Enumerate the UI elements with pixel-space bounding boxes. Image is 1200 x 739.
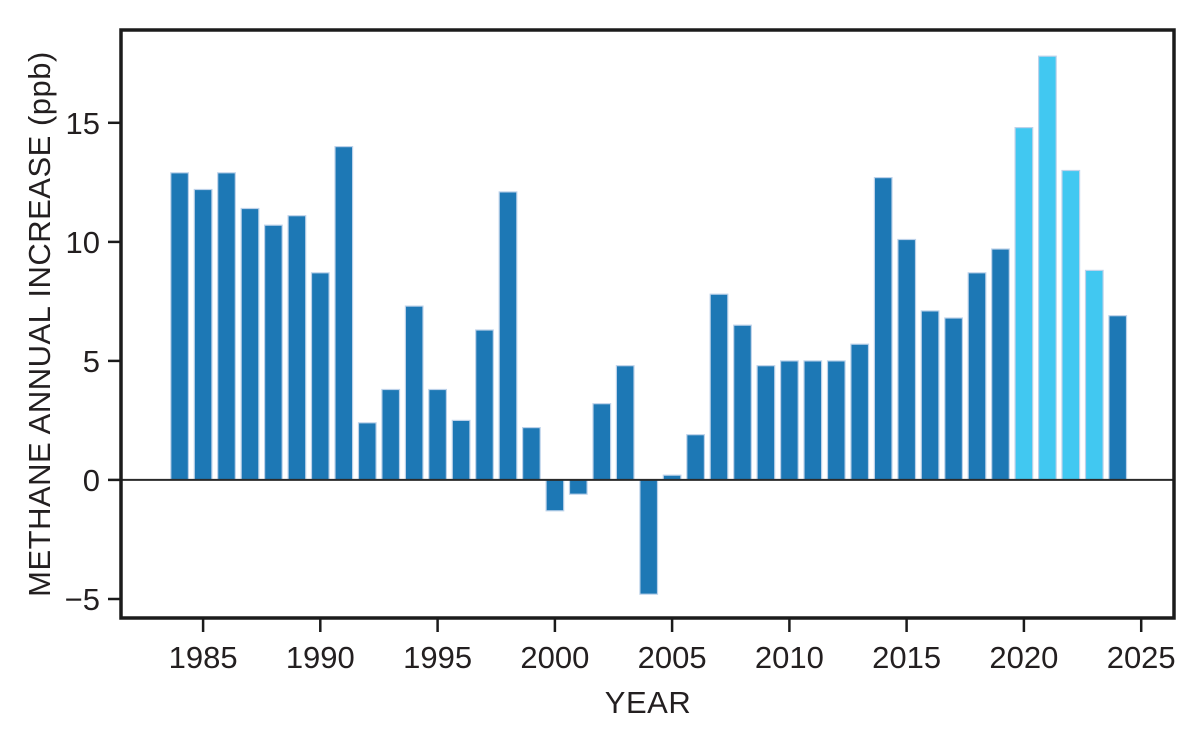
bar-2003 bbox=[615, 365, 635, 481]
y-tick-label-15: 15 bbox=[66, 106, 100, 141]
bar-2019 bbox=[991, 248, 1010, 481]
bar-2012 bbox=[826, 360, 846, 481]
x-tick-label-2010: 2010 bbox=[755, 640, 824, 675]
x-tick-label-1990: 1990 bbox=[286, 640, 355, 675]
bar-1990 bbox=[310, 272, 330, 481]
bar-2023 bbox=[1084, 269, 1104, 481]
bar-2000 bbox=[545, 479, 565, 512]
bar-2006 bbox=[686, 434, 705, 481]
bar-2017 bbox=[944, 317, 963, 481]
y-axis-label: METHANE ANNUAL INCREASE (ppb) bbox=[22, 51, 57, 597]
bar-2001 bbox=[568, 479, 588, 495]
bar-2011 bbox=[803, 360, 823, 481]
bar-2024 bbox=[1108, 315, 1128, 481]
bar-1996 bbox=[451, 419, 471, 481]
bar-2009 bbox=[756, 365, 776, 481]
bar-2021 bbox=[1037, 55, 1057, 481]
bar-1989 bbox=[287, 215, 307, 481]
bar-2018 bbox=[967, 272, 987, 481]
bar-1992 bbox=[357, 422, 377, 481]
y-tick-label-5: 5 bbox=[83, 344, 100, 379]
y-tick-label-10: 10 bbox=[66, 225, 100, 260]
x-tick-label-2005: 2005 bbox=[638, 640, 707, 675]
x-tick-label-1995: 1995 bbox=[403, 640, 472, 675]
x-axis-label: YEAR bbox=[604, 685, 692, 720]
y-tick-label--5: −5 bbox=[65, 582, 100, 617]
x-tick-label-2015: 2015 bbox=[872, 640, 941, 675]
bar-1994 bbox=[404, 305, 424, 481]
x-tick-label-2025: 2025 bbox=[1107, 640, 1176, 675]
bar-1985 bbox=[193, 188, 213, 481]
bar-1999 bbox=[521, 427, 541, 481]
bar-2007 bbox=[709, 293, 729, 481]
bar-2014 bbox=[873, 177, 893, 481]
x-tick-label-1985: 1985 bbox=[169, 640, 238, 675]
bar-2008 bbox=[733, 324, 752, 481]
bar-2015 bbox=[897, 238, 917, 481]
bar-2020 bbox=[1014, 126, 1034, 481]
bar-2002 bbox=[592, 403, 612, 481]
bar-1988 bbox=[264, 224, 283, 481]
bar-1986 bbox=[217, 172, 236, 481]
bar-1987 bbox=[240, 207, 260, 481]
y-tick-label-0: 0 bbox=[83, 463, 100, 498]
x-tick-label-2020: 2020 bbox=[989, 640, 1058, 675]
bar-1995 bbox=[428, 388, 447, 481]
bar-2010 bbox=[779, 360, 799, 481]
bar-2013 bbox=[850, 343, 870, 481]
bar-1998 bbox=[498, 191, 518, 481]
bar-2016 bbox=[920, 310, 940, 481]
x-tick-label-2000: 2000 bbox=[520, 640, 589, 675]
bar-2004 bbox=[639, 479, 659, 595]
bar-1984 bbox=[170, 172, 190, 481]
bar-1991 bbox=[334, 146, 354, 481]
bar-2022 bbox=[1061, 169, 1081, 481]
bar-1993 bbox=[381, 388, 401, 481]
plot-border bbox=[119, 28, 1176, 620]
bar-1997 bbox=[475, 329, 494, 481]
